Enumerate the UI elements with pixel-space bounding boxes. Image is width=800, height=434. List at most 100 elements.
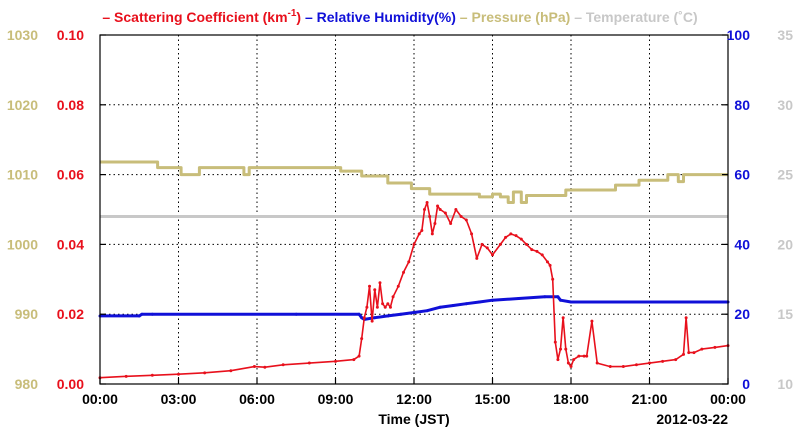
data-point-scattering [425,201,429,205]
data-point-scattering [357,354,361,358]
data-point-scattering [417,232,421,236]
data-point-scattering [443,211,447,215]
y-tick-label-scattering: 0.02 [57,306,84,322]
data-point-humidity [477,300,481,304]
x-axis-label: Time (JST) [378,411,449,427]
y-tick-label-pressure: 1010 [7,167,38,183]
data-point-scattering [569,365,573,369]
data-point-scattering [422,208,426,211]
plot-frame [99,34,729,385]
y-tick-label-scattering: 0.06 [57,167,84,183]
data-point-scattering [386,302,390,306]
data-point-scattering [530,248,534,252]
data-point-scattering [449,221,453,225]
data-point-scattering [378,281,382,285]
axis-labels: Time (JST) 2012-03-22 [378,411,728,427]
data-point-scattering [687,351,691,355]
y-tick-label-humidity: 80 [734,97,750,113]
y-tick-label-humidity: 40 [734,236,750,252]
data-point-scattering [203,371,207,375]
data-point-scattering [684,316,688,320]
series-line-humidity [100,295,728,321]
y-tick-label-scattering: 0.08 [57,97,84,113]
data-point-scattering [365,305,369,309]
data-point-scattering [485,246,489,250]
legend-item-suffix: ) [296,9,301,25]
x-tick-label: 15:00 [475,391,511,407]
data-point-scattering [692,351,696,355]
data-point-scattering [545,260,549,264]
data-point-scattering [556,358,560,362]
y-tick-label-pressure: 1030 [7,27,38,43]
data-point-scattering [559,347,563,351]
data-point-scattering [229,369,233,373]
data-point-scattering [553,340,557,344]
data-point-scattering [307,361,311,365]
data-point-humidity [137,314,141,318]
y-tick-label-temperature: 10 [777,376,793,392]
data-point-scattering [585,354,589,358]
data-point-humidity [438,305,442,309]
data-point-scattering [713,345,717,349]
data-point-scattering [263,365,267,369]
legend-item: – Temperature (˚C) [570,9,697,25]
data-point-scattering [504,235,508,239]
data-point-humidity [425,309,429,313]
legend-text: – Scattering Coefficient (km-1) – Relati… [102,8,697,25]
legend-item: – Scattering Coefficient (km [102,9,287,25]
data-point-scattering [514,234,518,238]
x-tick-label: 00:00 [710,391,746,407]
data-point-humidity [386,314,390,318]
data-point-humidity [464,302,468,306]
data-point-scattering [381,302,385,306]
data-point-scattering [352,358,356,362]
data-point-scattering [150,373,154,377]
data-point-scattering [661,359,665,363]
data-point-scattering [577,354,581,358]
y-tick-label-temperature: 20 [777,236,793,252]
data-point-scattering [438,208,442,211]
data-point-scattering [454,208,458,211]
legend: – Scattering Coefficient (km-1) – Relati… [102,8,697,25]
data-point-scattering [430,232,434,236]
data-point-humidity [491,298,494,302]
x-tick-label: 21:00 [632,391,668,407]
legend-item: – Relative Humidity(%) [301,9,456,25]
data-point-scattering [674,358,678,362]
data-point-scattering [475,256,479,260]
data-point-scattering [551,277,555,281]
data-point-scattering [561,316,565,320]
data-point-scattering [388,305,392,309]
y-tick-label-humidity: 0 [742,376,750,392]
data-point-scattering [525,242,529,246]
data-point-scattering [459,214,463,218]
x-tick-label: 12:00 [396,391,432,407]
data-point-scattering [412,242,416,246]
data-point-scattering [375,305,379,309]
y-tick-label-pressure: 1000 [7,236,38,252]
data-point-scattering [535,249,539,253]
grid [100,35,728,384]
y-tick-label-pressure: 1020 [7,97,38,113]
y-tick-label-temperature: 30 [777,97,793,113]
data-point-scattering [572,358,576,362]
data-point-humidity [357,312,361,316]
y-tick-label-temperature: 25 [777,167,793,183]
y-tick-label-humidity: 20 [734,306,750,322]
data-point-scattering [621,365,625,369]
data-point-scattering [402,270,406,274]
x-tick-label: 18:00 [553,391,589,407]
data-point-scattering [436,204,440,208]
data-point-scattering [391,295,395,299]
data-point-humidity [559,298,563,302]
data-point-humidity [543,295,547,299]
data-point-scattering [491,253,494,257]
data-point-scattering [373,288,377,292]
data-point-humidity [294,312,298,316]
data-point-scattering [540,253,544,257]
data-point-scattering [595,361,599,365]
data-point-scattering [407,260,411,264]
data-point-scattering [648,361,651,365]
data-point-scattering [480,242,484,246]
